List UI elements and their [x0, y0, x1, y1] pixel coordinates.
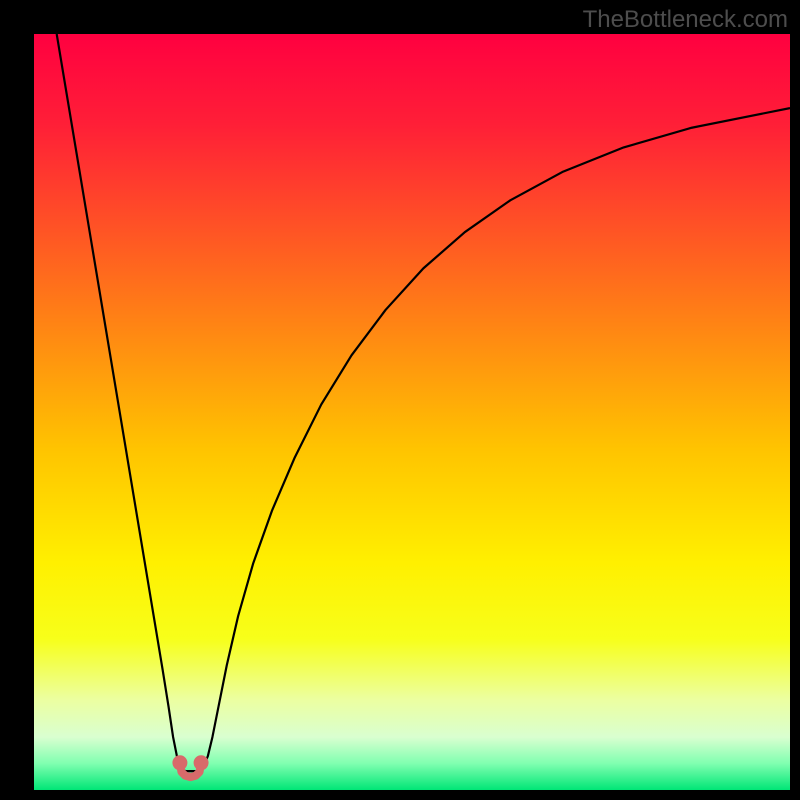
marker-dot-1 — [194, 756, 208, 770]
marker-dot-0 — [173, 756, 187, 770]
watermark-text: TheBottleneck.com — [583, 6, 788, 34]
plot-area — [34, 34, 790, 790]
gradient-background — [34, 34, 790, 790]
plot-svg — [34, 34, 790, 790]
